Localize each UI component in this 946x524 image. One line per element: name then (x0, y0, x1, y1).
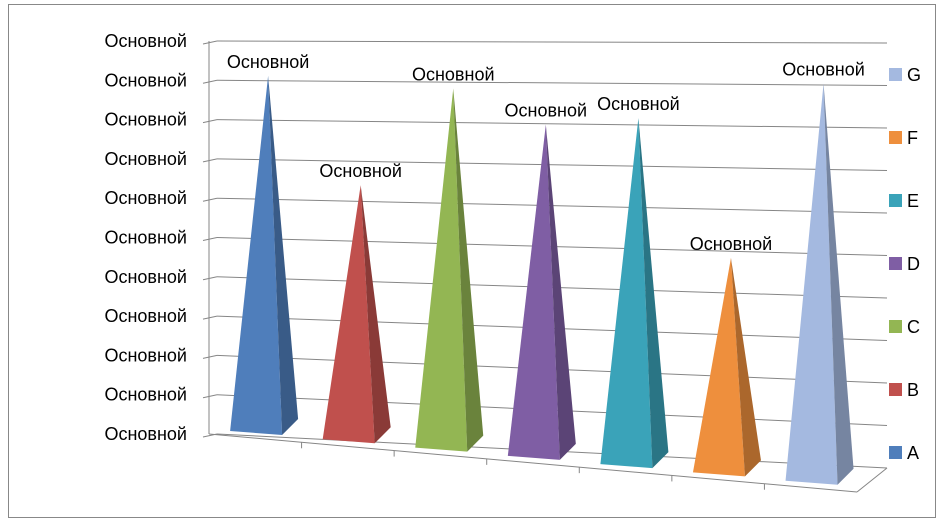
pyramid-chart: Основной Основной Основной Основной Основной… (104, 31, 921, 493)
chart-walls (208, 41, 888, 493)
pyramid-G (785, 83, 854, 485)
legend-swatch (889, 257, 902, 270)
data-label: Основной (319, 161, 402, 181)
pyramid-front-face (230, 75, 283, 435)
y-tick-label: Основной (104, 149, 187, 169)
legend-swatch (889, 383, 902, 396)
legend-item-F: F (889, 128, 918, 148)
legend-label: A (907, 443, 919, 463)
y-tick-mark (202, 354, 218, 359)
pyramid-D (507, 124, 576, 460)
pyramid-side-face (730, 257, 761, 477)
gridline (216, 79, 888, 86)
y-tick-mark (202, 158, 218, 163)
pyramid-side-face (453, 88, 484, 452)
pyramid-front-face (507, 124, 560, 460)
legend-item-G: G (889, 65, 921, 85)
y-tick-label: Основной (104, 110, 187, 130)
legend-item-E: E (889, 191, 919, 211)
pyramid-front-face (415, 88, 468, 452)
data-label: Основной (412, 65, 495, 85)
data-labels: Основной Основной Основной Основной Основной… (227, 52, 865, 254)
pyramid-side-face (638, 118, 669, 469)
legend-item-C: C (889, 317, 920, 337)
y-tick-mark (202, 40, 218, 45)
y-tick-mark (202, 197, 218, 202)
y-tick-mark (202, 119, 218, 124)
y-tick-label: Основной (104, 267, 187, 287)
y-tick-label: Основной (104, 70, 187, 90)
pyramid-series (230, 75, 854, 485)
pyramid-side-face (360, 185, 391, 444)
y-tick-mark (202, 79, 218, 84)
data-label: Основной (505, 101, 588, 121)
data-label: Основной (782, 60, 865, 80)
y-axis-ticks: Основной Основной Основной Основной Основной… (104, 31, 187, 444)
pyramid-front-face (600, 118, 653, 469)
pyramid-side-face (268, 75, 299, 435)
legend-swatch (889, 446, 902, 459)
y-tick-mark (202, 237, 218, 241)
legend-swatch (889, 131, 902, 144)
floor-front-edge (208, 433, 858, 493)
pyramid-front-face (785, 83, 838, 485)
legend-label: C (907, 317, 920, 337)
legend-label: E (907, 191, 919, 211)
pyramid-front-face (692, 257, 745, 477)
legend-swatch (889, 194, 902, 207)
gridline (216, 158, 888, 171)
pyramid-E (600, 118, 669, 469)
pyramid-F (692, 257, 761, 477)
legend-label: D (907, 254, 920, 274)
y-tick-mark (202, 276, 218, 281)
data-label: Основной (690, 234, 773, 254)
pyramid-side-face (823, 83, 854, 485)
data-label: Основной (227, 52, 310, 72)
gridline (216, 40, 888, 44)
legend-swatch (889, 320, 902, 333)
gridline (216, 119, 888, 129)
pyramid-A (230, 75, 299, 435)
pyramid-side-face (545, 124, 576, 460)
legend-swatch (889, 68, 902, 81)
pyramid-C (415, 88, 484, 452)
chart-frame: Основной Основной Основной Основной Основной… (8, 4, 936, 518)
y-tick-label: Основной (104, 385, 187, 405)
y-tick-label: Основной (104, 31, 187, 51)
pyramid-B (322, 185, 391, 444)
legend-item-A: A (889, 443, 919, 463)
y-tick-label: Основной (104, 345, 187, 365)
y-tick-mark (202, 394, 218, 399)
legend-label: G (907, 65, 921, 85)
floor-right-edge (856, 467, 888, 493)
y-tick-mark (202, 433, 218, 438)
y-tick-label: Основной (104, 228, 187, 248)
legend-item-D: D (889, 254, 920, 274)
data-label: Основной (597, 94, 680, 114)
y-tick-label: Основной (104, 188, 187, 208)
y-tick-label: Основной (104, 424, 187, 444)
legend-item-B: B (889, 380, 919, 400)
legend-label: B (907, 380, 919, 400)
pyramid-front-face (322, 185, 375, 444)
legend-label: F (907, 128, 918, 148)
y-tick-mark (202, 315, 218, 320)
legend: G F E D C B A (889, 65, 921, 463)
y-tick-label: Основной (104, 306, 187, 326)
